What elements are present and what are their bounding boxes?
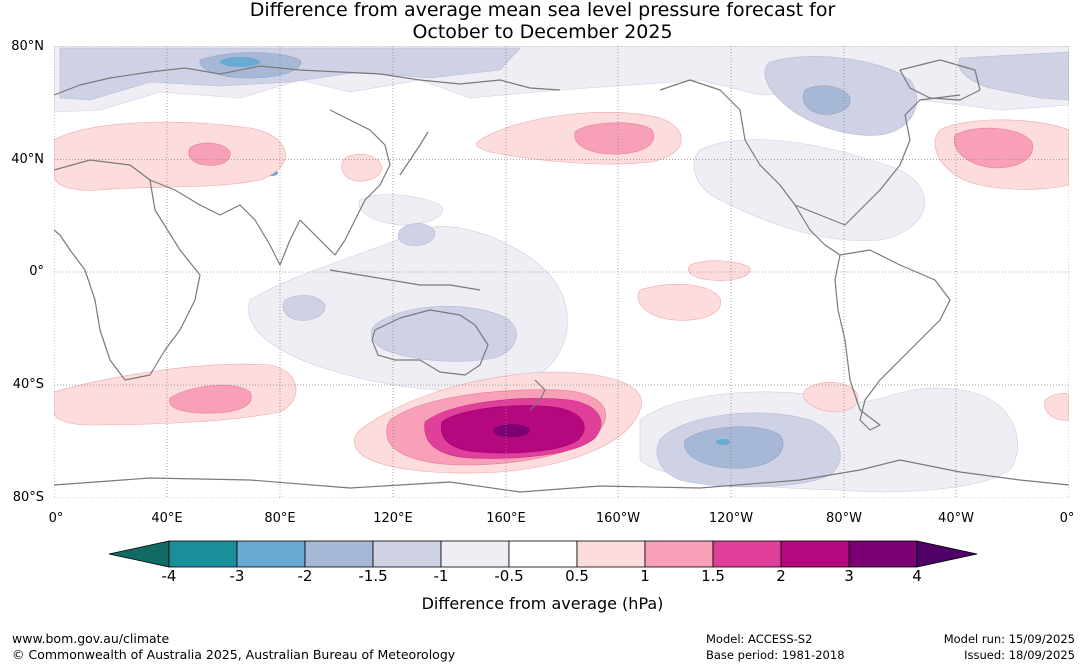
colorbar [108,540,978,568]
colorbar-tick: -2 [297,567,313,585]
colorbar-segment [440,540,510,568]
positive-anomaly-peak [493,424,530,438]
map-title: Difference from average mean sea level p… [249,0,836,21]
footer-copyright: © Commonwealth of Australia 2025, Austra… [12,647,456,662]
colorbar-segment [168,540,238,568]
colorbar-tick: -3 [229,567,245,585]
colorbar-segment [644,540,714,568]
colorbar-extend-high [916,540,978,568]
lon-label-80w: 80°W [826,511,862,526]
lon-label-160e: 160°E [486,511,526,526]
negative-anomaly-medium [59,47,1069,488]
lon-label-40e: 40°E [151,511,183,526]
colorbar-tick: -4 [161,567,177,585]
colorbar-tick: 4 [912,567,922,585]
colorbar-segment [848,540,918,568]
lon-label-0: 0° [48,511,64,526]
footer-issued: Issued: 18/09/2025 [964,648,1075,662]
colorbar-tick: 2 [776,567,786,585]
footer-model: Model: ACCESS-S2 [706,632,813,646]
colorbar-segment [508,540,578,568]
colorbar-tick: 0.5 [565,567,589,585]
lat-label-80s: 80°S [12,490,44,505]
colorbar-tick: -0.5 [494,567,524,585]
footer-base-period: Base period: 1981-2018 [706,648,845,662]
lat-label-0: 0° [29,264,44,279]
lon-label-0-end: 0° [1059,511,1075,526]
colorbar-segment [712,540,782,568]
colorbar-tick: 1 [640,567,650,585]
colorbar-tick: -1 [433,567,449,585]
map-subtitle: October to December 2025 [412,21,673,43]
colorbar-segment [372,540,442,568]
lon-label-80e: 80°E [264,511,296,526]
lon-label-120e: 120°E [373,511,413,526]
lon-label-160w: 160°W [595,511,641,526]
colorbar-tick: 1.5 [701,567,725,585]
lon-label-40w: 40°W [938,511,974,526]
colorbar-segment [304,540,374,568]
colorbar-extend-low [108,540,170,568]
lat-label-40s: 40°S [12,377,44,392]
lon-label-120w: 120°W [708,511,754,526]
colorbar-segment [236,540,306,568]
colorbar-tick: -1.5 [358,567,388,585]
colorbar-segment [780,540,850,568]
colorbar-tick: 3 [844,567,854,585]
lat-label-40n: 40°N [11,152,44,167]
colorbar-segment [576,540,646,568]
footer-url[interactable]: www.bom.gov.au/climate [12,631,170,646]
footer-model-run: Model run: 15/09/2025 [943,632,1075,646]
colorbar-title: Difference from average (hPa) [421,594,664,613]
graticule [54,46,1069,498]
lat-label-80n: 80°N [11,39,44,54]
